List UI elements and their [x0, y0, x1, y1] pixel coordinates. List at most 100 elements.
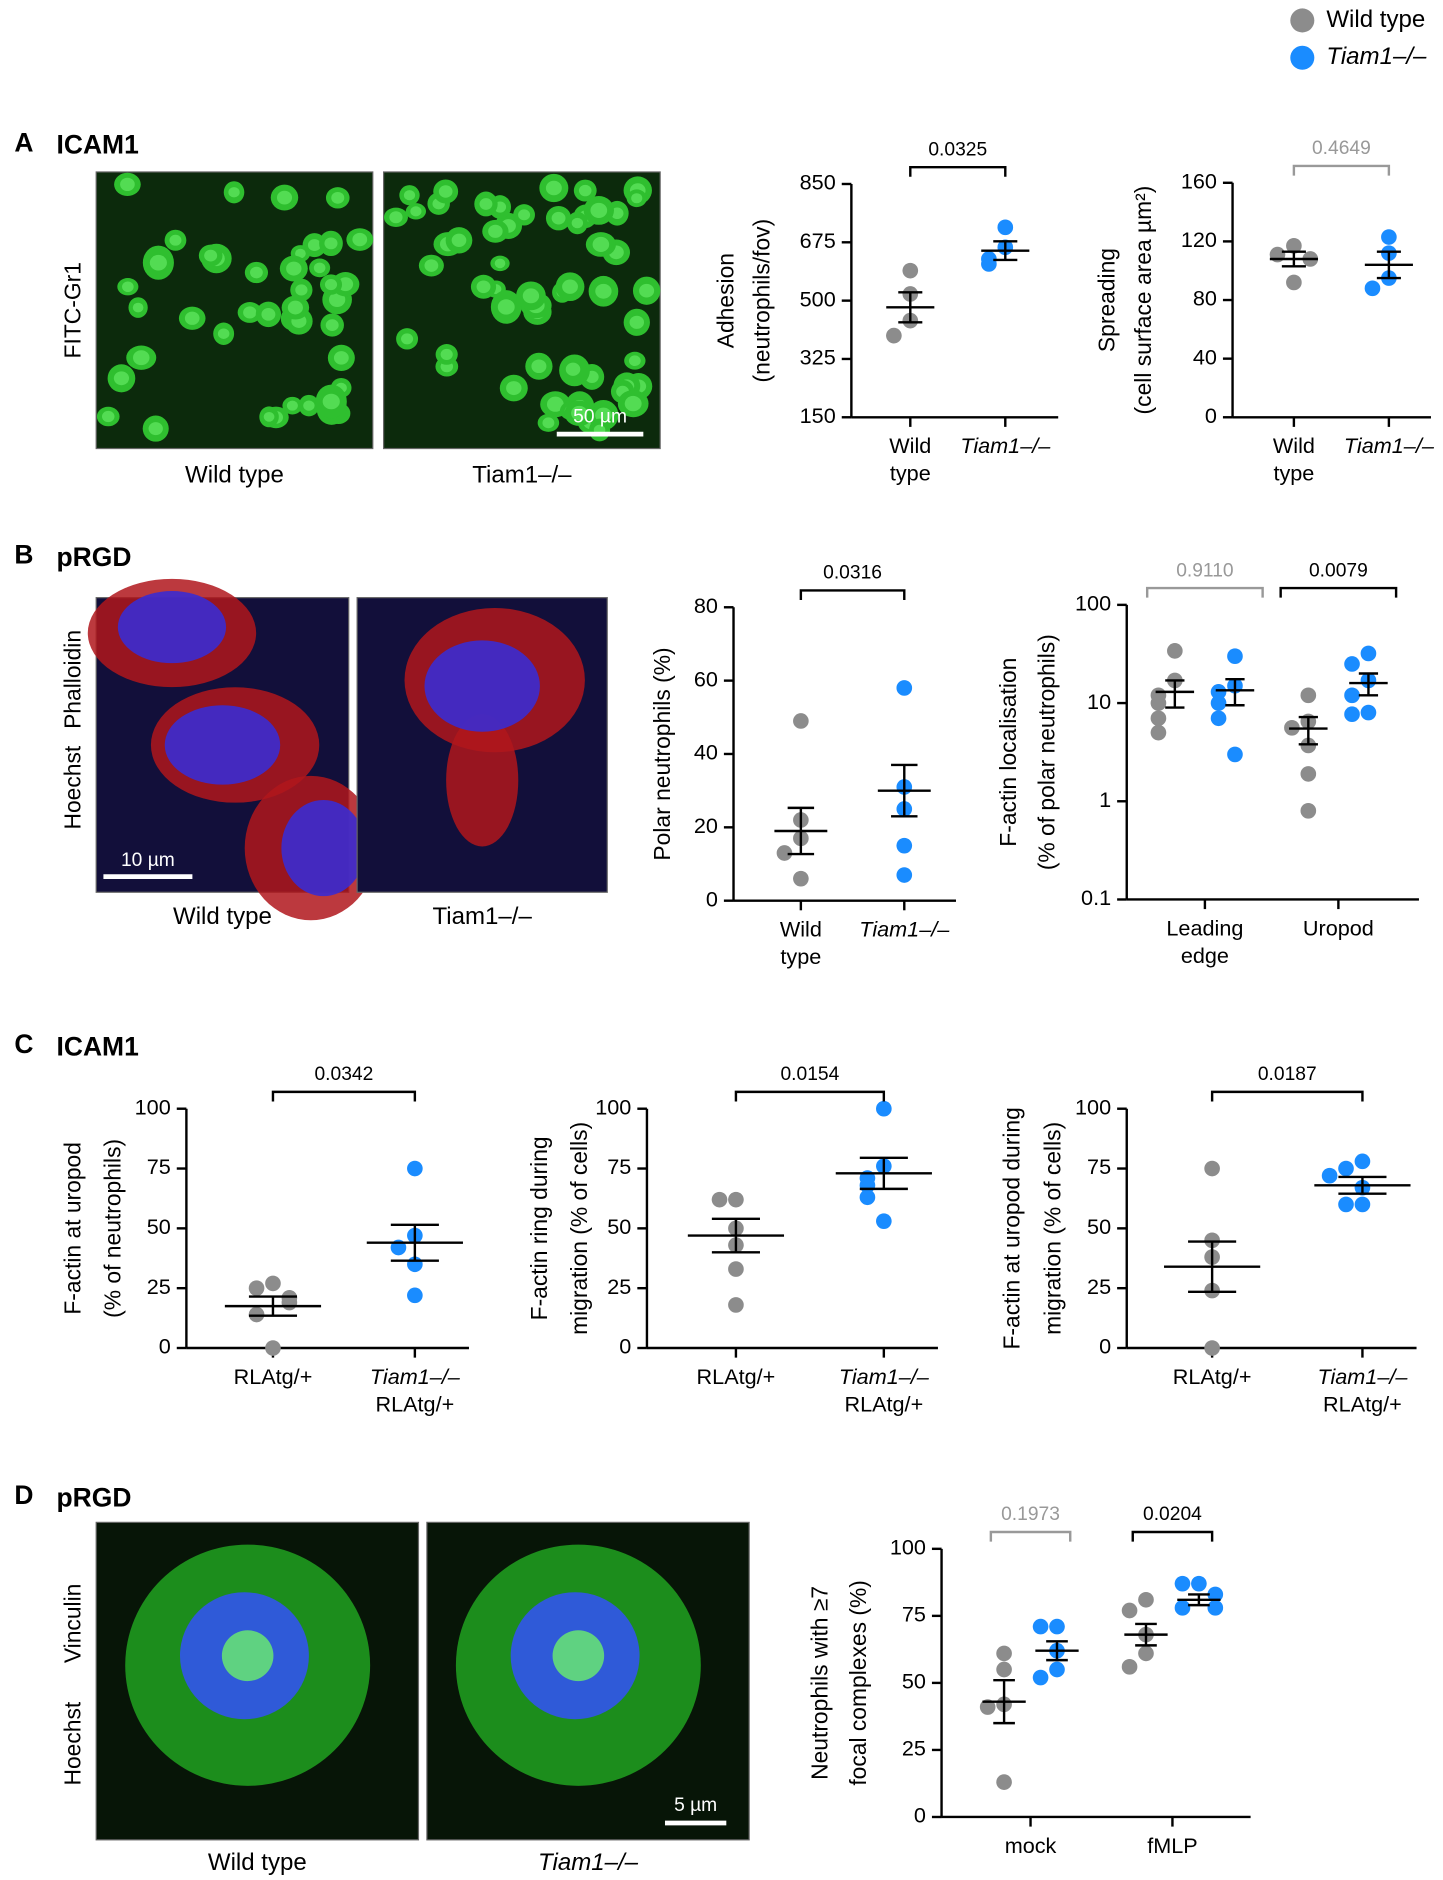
x-tick-label: Tiam1–/– [859, 916, 950, 941]
cell-core [592, 236, 610, 252]
y-tick-label: 75 [1087, 1154, 1111, 1179]
cell-core [639, 283, 655, 298]
cell-core [303, 400, 315, 411]
y-axis-label: migration (% of cells) [566, 1122, 592, 1335]
image-caption: Wild type [208, 1849, 307, 1876]
cell-core [333, 351, 349, 365]
data-point [265, 1275, 281, 1292]
data-point [776, 845, 793, 861]
cell-core [571, 405, 588, 421]
x-tick-label: Wild [1273, 433, 1315, 458]
data-point [1344, 656, 1360, 672]
y-tick-label: 100 [890, 1535, 926, 1560]
data-point [1300, 802, 1317, 819]
data-point [896, 867, 913, 883]
error-bar [711, 1217, 760, 1254]
p-value: 0.0316 [823, 563, 882, 584]
data-point [793, 713, 809, 729]
significance-bracket [271, 1090, 417, 1102]
p-value: 0.1973 [1001, 1504, 1060, 1525]
y-tick-label: 20 [694, 813, 718, 838]
data-point [1210, 695, 1227, 711]
data-point [1210, 684, 1227, 700]
y-tick-label: 0 [914, 1803, 926, 1828]
panel-title: pRGD [57, 542, 132, 572]
cell-core [424, 259, 439, 272]
cell-core [169, 234, 182, 246]
data-point [1300, 766, 1317, 782]
data-point [1204, 1340, 1220, 1356]
cell-core [522, 288, 540, 304]
y-tick-label: 75 [902, 1602, 926, 1627]
x-tick-label: RLAtg/+ [234, 1364, 313, 1389]
data-point [711, 1191, 728, 1208]
data-point [981, 256, 997, 272]
cell-core [476, 280, 491, 294]
data-point [1227, 746, 1243, 763]
x-tick-label: Tiam1–/– [1344, 433, 1435, 458]
nucleus [164, 705, 281, 785]
nucleus [117, 591, 227, 664]
cell-core [204, 249, 218, 262]
image-caption: Tiam1–/– [538, 1849, 639, 1876]
significance-bracket [909, 165, 1007, 177]
y-tick-label: 1 [1099, 787, 1111, 812]
error-bar [1188, 1240, 1237, 1293]
x-tick-label: edge [1181, 943, 1229, 968]
y-tick-label: 100 [595, 1094, 631, 1119]
cell-core [494, 258, 506, 269]
cell-core [542, 417, 555, 429]
error-bar [1188, 1593, 1210, 1607]
data-point [728, 1297, 744, 1313]
data-point [1321, 1167, 1338, 1184]
data-point [1210, 710, 1227, 727]
significance-bracket [1145, 586, 1264, 598]
channel-label: FITC-Gr1 [60, 262, 86, 358]
cell-core [122, 281, 134, 292]
x-tick-label: type [780, 944, 821, 969]
data-point [1344, 687, 1360, 704]
p-value: 0.9110 [1176, 560, 1233, 581]
y-tick-label: 75 [147, 1154, 171, 1179]
cell-core [440, 348, 453, 360]
cell-core [352, 232, 368, 247]
cell-core [322, 393, 340, 410]
data-point [1150, 710, 1167, 727]
y-tick-label: 325 [800, 345, 836, 370]
data-point [1049, 1661, 1065, 1678]
p-value: 0.0204 [1143, 1504, 1202, 1525]
data-point [248, 1280, 265, 1297]
cell-core [552, 1630, 605, 1682]
y-tick-label: 100 [135, 1094, 171, 1119]
data-point [1300, 687, 1317, 704]
cell-core [479, 198, 493, 210]
channel-label: Hoechst [60, 1701, 86, 1785]
data-point [1138, 1591, 1154, 1608]
y-tick-label: 60 [694, 666, 718, 691]
y-tick-label: 500 [800, 286, 836, 311]
data-point [1167, 643, 1183, 659]
data-point [1207, 1600, 1224, 1616]
cell-core [531, 359, 547, 374]
x-tick-label: Uropod [1303, 915, 1374, 940]
y-tick-label: 0 [1205, 403, 1217, 428]
cell-core [389, 211, 403, 224]
error-bar [993, 1679, 1015, 1725]
y-axis-label: Adhesion [713, 253, 739, 348]
data-point [1121, 1602, 1138, 1619]
panel-label: D [14, 1480, 33, 1510]
y-axis-label: F-actin at uropod [60, 1142, 86, 1315]
cell-core [250, 266, 263, 279]
cell-core [243, 306, 257, 319]
data-point [1121, 1658, 1138, 1675]
cell-core [571, 217, 584, 229]
cell-core [488, 224, 503, 238]
data-point [1204, 1160, 1220, 1177]
y-tick-label: 25 [902, 1736, 926, 1761]
data-point [997, 219, 1014, 236]
cell-core [624, 395, 642, 412]
cell-core [132, 302, 144, 313]
data-point [1360, 645, 1377, 662]
data-point [876, 1100, 892, 1117]
